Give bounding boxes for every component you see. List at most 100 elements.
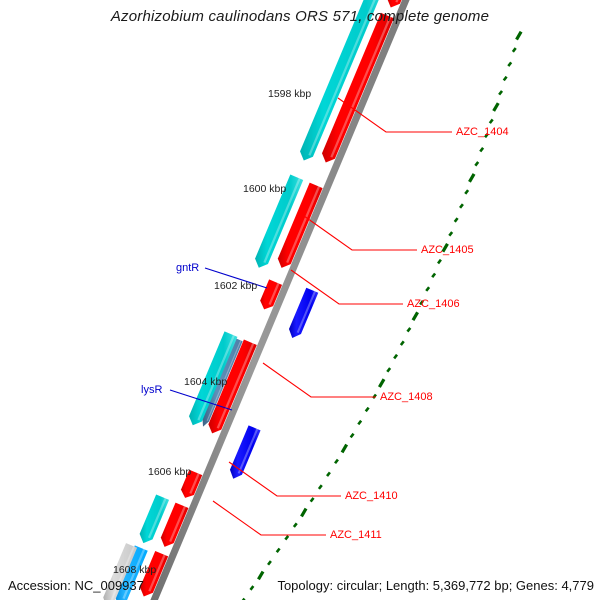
scale-tick [515, 30, 523, 41]
scale-tick [507, 61, 513, 67]
gene-bar-highlight [206, 340, 242, 422]
scale-tick [357, 419, 363, 426]
gene-bar[interactable] [322, 12, 394, 163]
scale-tick [334, 458, 339, 465]
label-leader-lines [169, 97, 452, 536]
gene-leader-line [337, 97, 452, 133]
gene-bar-highlight [110, 546, 135, 600]
scale-tick [411, 311, 419, 321]
gene-bar[interactable] [208, 339, 257, 434]
axis-tick-label: 1608 kbp [113, 564, 157, 576]
gene-label[interactable]: AZC_1406 [407, 298, 460, 310]
gene-leader-line [262, 362, 376, 398]
scale-tick [441, 243, 449, 253]
scale-tick [474, 161, 480, 167]
gene-bar[interactable] [300, 0, 392, 161]
gene-bar-highlight [286, 186, 321, 264]
scale-tick [431, 272, 437, 278]
scale-tick [372, 393, 377, 399]
gene-label[interactable]: AZC_1408 [380, 391, 433, 403]
gene-bar[interactable] [114, 545, 148, 600]
gene-leader-line [228, 461, 341, 497]
scale-tick [378, 378, 386, 388]
gene-bar-highlight [330, 16, 392, 158]
gene-bar[interactable] [229, 425, 261, 479]
scale-tick [267, 560, 272, 566]
gene-bars[interactable] [103, 0, 411, 600]
gene-label[interactable]: AZC_1410 [345, 490, 398, 502]
axis-tick-label: 1600 kbp [243, 183, 287, 195]
gene-bar-highlight [169, 506, 186, 543]
gene-bar[interactable] [288, 287, 319, 338]
axis-tick-label: 1604 kbp [184, 376, 228, 388]
gene-bar-highlight [308, 0, 376, 156]
scale-tick [386, 367, 392, 373]
scale-tick [502, 75, 508, 82]
scale-tick [284, 535, 290, 541]
scale-tick [459, 203, 464, 209]
gene-bar-highlight [148, 554, 166, 592]
named-gene-leader-line [204, 267, 268, 289]
scale-tick-marks [241, 30, 523, 600]
scale-tick [393, 353, 399, 360]
gene-bar-highlight [263, 178, 301, 263]
gene-bar[interactable] [277, 182, 323, 268]
scale-tick [453, 217, 459, 223]
scale-tick [249, 585, 255, 591]
scale-tick [484, 132, 489, 139]
gene-bar[interactable] [180, 469, 203, 498]
scale-tick [275, 547, 281, 553]
gene-bar[interactable] [260, 279, 283, 310]
gene-bar[interactable] [189, 331, 238, 426]
scale-tick [300, 507, 308, 518]
scale-tick [492, 102, 500, 112]
scale-tick [448, 231, 454, 237]
scale-tick [488, 118, 494, 124]
axis-tick-label: 1598 kbp [268, 88, 312, 100]
scale-tick [292, 522, 298, 528]
scale-tick [464, 189, 470, 195]
gene-bar[interactable] [160, 502, 189, 547]
gene-label[interactable]: AZC_1405 [421, 244, 474, 256]
scale-tick [399, 340, 405, 346]
named-gene-label[interactable]: gntR [176, 262, 200, 274]
genome-backbone [150, 0, 410, 600]
scale-tick [425, 286, 431, 292]
scale-tick [468, 173, 476, 183]
gene-bar[interactable] [202, 338, 243, 427]
gene-bar-highlight [268, 282, 280, 306]
scale-tick [257, 570, 265, 581]
gene-bar-highlight [216, 343, 255, 429]
scale-tick [406, 327, 412, 333]
backbone-line [150, 0, 410, 600]
gene-bar-highlight [197, 334, 235, 421]
gene-bar[interactable] [140, 550, 169, 597]
gene-bar-highlight [237, 428, 259, 474]
gene-bar[interactable] [387, 0, 412, 8]
scale-tick [364, 406, 370, 413]
gene-bar[interactable] [255, 174, 304, 268]
scale-tick [479, 147, 485, 153]
gene-bar[interactable] [103, 543, 138, 600]
gene-bar-highlight [122, 548, 146, 600]
gene-label[interactable]: AZC_1404 [456, 126, 509, 138]
gene-bar-highlight [147, 497, 167, 539]
scale-tick [498, 90, 504, 96]
gene-label[interactable]: AZC_1411 [330, 529, 382, 541]
named-gene-leader-line [169, 389, 233, 411]
named-gene-label[interactable]: lysR [141, 384, 163, 396]
scale-tick [309, 497, 315, 503]
axis-tick-label: 1602 kbp [214, 280, 258, 292]
scale-tick [317, 484, 323, 490]
axis-tick-label: 1606 kbp [148, 466, 192, 478]
scale-tick [326, 471, 331, 477]
scale-tick [241, 597, 246, 600]
gene-bar[interactable] [139, 494, 170, 544]
gene-leader-line [212, 500, 326, 536]
scale-tick [419, 300, 425, 306]
gene-leader-line [303, 215, 417, 251]
scale-tick [349, 432, 355, 439]
scale-tick [340, 443, 349, 454]
